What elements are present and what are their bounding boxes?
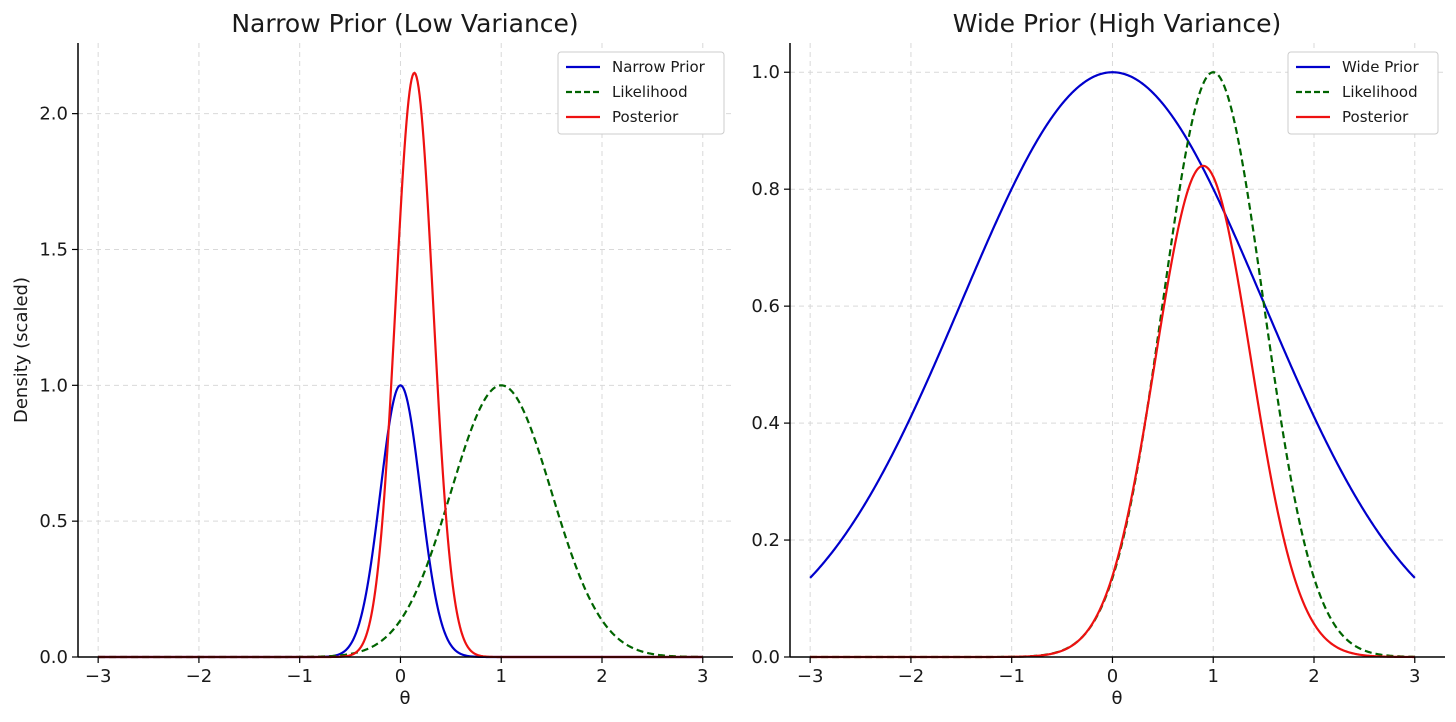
y-tick-label: 0.4	[751, 413, 780, 434]
y-tick-label: 0.8	[751, 179, 780, 200]
x-tick-label: 3	[1409, 666, 1420, 687]
x-tick-label: 0	[395, 666, 406, 687]
legend-label: Wide Prior	[1342, 58, 1419, 76]
legend-label: Likelihood	[612, 83, 688, 101]
chart-wide-prior: Wide Prior (High Variance) θ −3 −2 −1 0 1 2 3 0…	[751, 9, 1445, 709]
legend-label: Likelihood	[1342, 83, 1418, 101]
y-tick-label: 0.5	[39, 511, 68, 532]
chart-narrow-prior: Narrow Prior (Low Variance) θ Density (s…	[11, 9, 733, 709]
legend: Wide Prior Likelihood Posterior	[1287, 51, 1439, 135]
chart-title: Wide Prior (High Variance)	[953, 9, 1282, 38]
legend-label: Narrow Prior	[612, 58, 706, 76]
x-axis-label: θ	[399, 688, 410, 709]
x-tick-label: −2	[898, 666, 925, 687]
x-tick-label: 2	[596, 666, 607, 687]
y-tick-label: 1.0	[39, 375, 68, 396]
x-tick-label: −3	[797, 666, 824, 687]
y-tick-label: 0.6	[751, 296, 780, 317]
y-tick-label: 1.0	[751, 62, 780, 83]
y-tick-label: 0.0	[39, 647, 68, 668]
x-tick-label: −1	[998, 666, 1025, 687]
legend: Narrow Prior Likelihood Posterior	[557, 51, 725, 135]
legend-frame	[557, 51, 725, 135]
y-axis-label: Density (scaled)	[11, 277, 32, 423]
x-tick-label: −3	[85, 666, 112, 687]
x-tick-label: −1	[286, 666, 313, 687]
y-tick-label: 1.5	[39, 239, 68, 260]
grid	[790, 43, 1445, 657]
grid	[78, 43, 733, 657]
legend-label: Posterior	[1342, 108, 1409, 126]
legend-frame	[1287, 51, 1439, 135]
x-tick-label: 1	[1208, 666, 1219, 687]
x-axis-label: θ	[1111, 688, 1122, 709]
y-tick-label: 0.0	[751, 647, 780, 668]
chart-title: Narrow Prior (Low Variance)	[231, 9, 578, 38]
series-line-wide-prior	[809, 71, 1416, 579]
x-tick-label: −2	[186, 666, 213, 687]
legend-label: Posterior	[612, 108, 679, 126]
x-tick-label: 2	[1308, 666, 1319, 687]
y-tick-label: 0.2	[751, 530, 780, 551]
y-tick-label: 2.0	[39, 104, 68, 125]
x-tick-label: 3	[697, 666, 708, 687]
x-tick-label: 1	[496, 666, 507, 687]
x-tick-label: 0	[1107, 666, 1118, 687]
